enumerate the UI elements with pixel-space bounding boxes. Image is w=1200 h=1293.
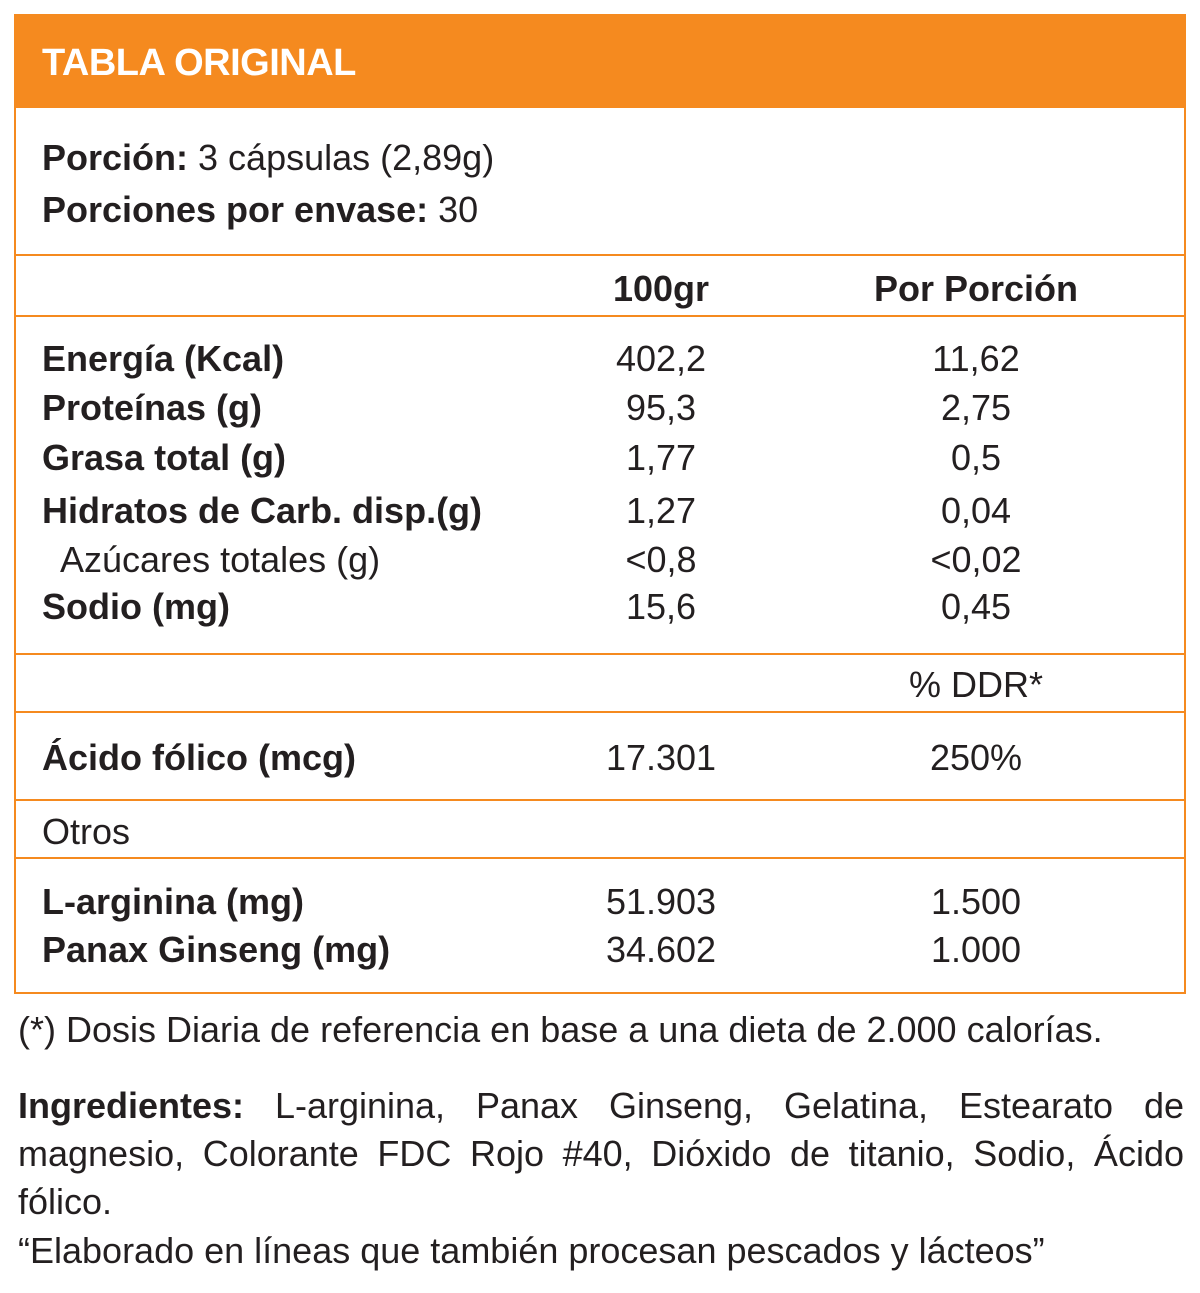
folic-acid-name: Ácido fólico (mcg) bbox=[42, 737, 356, 778]
portion-value: 3 cápsulas (2,89g) bbox=[188, 137, 495, 178]
ingredients-paragraph: Ingredientes: L-arginina, Panax Ginseng,… bbox=[18, 1082, 1184, 1226]
divider bbox=[16, 653, 1184, 655]
servings-per-pack-label: Porciones por envase: bbox=[42, 189, 429, 230]
table-header: TABLA ORIGINAL bbox=[16, 16, 1184, 108]
divider bbox=[16, 254, 1184, 256]
others-label: Otros bbox=[42, 811, 131, 852]
servings-per-pack-value: 30 bbox=[428, 189, 479, 230]
divider bbox=[16, 315, 1184, 317]
divider bbox=[16, 711, 1184, 713]
portion-label: Porción: bbox=[42, 137, 189, 178]
nutrient-name: Hidratos de Carb. disp.(g) bbox=[42, 490, 483, 531]
portion-line: Porción: 3 cápsulas (2,89g) bbox=[42, 140, 494, 176]
nutrient-name: Sodio (mg) bbox=[42, 586, 230, 627]
nutrient-name: Energía (Kcal) bbox=[42, 338, 285, 379]
servings-per-pack-line: Porciones por envase: 30 bbox=[42, 192, 478, 228]
other-name: Panax Ginseng (mg) bbox=[42, 929, 391, 970]
nutrient-name: Grasa total (g) bbox=[42, 437, 287, 478]
ingredients-label: Ingredientes: bbox=[18, 1085, 245, 1126]
allergen-note: “Elaborado en líneas que también procesa… bbox=[18, 1230, 1045, 1271]
other-name: L-arginina (mg) bbox=[42, 881, 304, 922]
footnote: (*) Dosis Diaria de referencia en base a… bbox=[18, 1009, 1103, 1050]
ingredients-text: L-arginina, Panax Ginseng, Gelatina, Est… bbox=[18, 1085, 1184, 1222]
table-title: TABLA ORIGINAL bbox=[42, 42, 356, 84]
nutrition-table: TABLA ORIGINAL Porción: 3 cápsulas (2,89… bbox=[14, 14, 1186, 994]
nutrient-name-sub: Azúcares totales (g) bbox=[60, 539, 381, 580]
divider bbox=[16, 799, 1184, 801]
divider bbox=[16, 857, 1184, 859]
nutrient-name: Proteínas (g) bbox=[42, 387, 263, 428]
